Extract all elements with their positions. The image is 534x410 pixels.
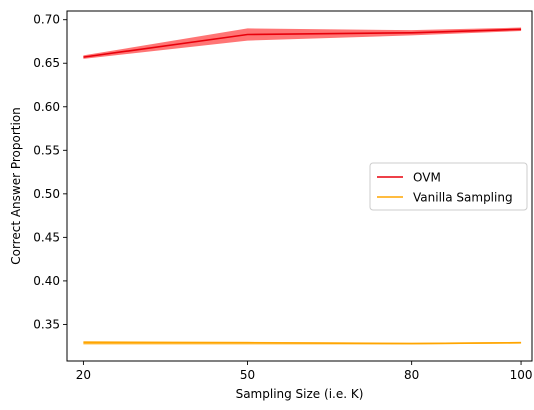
y-tick-label-0: 0.35 [33, 317, 60, 331]
legend: OVM Vanilla Sampling [370, 163, 527, 210]
y-tick-label-4: 0.55 [33, 143, 60, 157]
x-tick-label-2: 80 [404, 368, 419, 382]
y-axis-label: Correct Answer Proportion [9, 107, 23, 265]
x-tick-label-3: 100 [510, 368, 533, 382]
legend-label-1: Vanilla Sampling [413, 191, 513, 205]
line-series-1 [83, 343, 521, 344]
y-tick-label-5: 0.60 [33, 100, 60, 114]
y-tick-label-6: 0.65 [33, 56, 60, 70]
band-series-0 [83, 28, 521, 59]
y-tick-label-7: 0.70 [33, 13, 60, 27]
x-axis-label: Sampling Size (i.e. K) [236, 387, 364, 401]
y-tick-label-3: 0.50 [33, 187, 60, 201]
x-tick-label-0: 20 [76, 368, 91, 382]
y-tick-label-1: 0.40 [33, 274, 60, 288]
y-tick-label-2: 0.45 [33, 230, 60, 244]
x-tick-label-1: 50 [240, 368, 255, 382]
legend-label-0: OVM [413, 171, 441, 185]
